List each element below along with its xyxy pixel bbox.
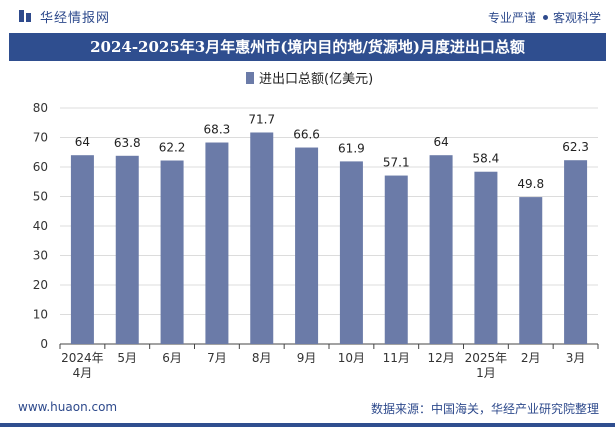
y-tick-label: 50	[33, 190, 48, 204]
x-tick-label: 2024年	[61, 351, 104, 365]
slogan-dot-icon	[542, 15, 548, 20]
y-tick-label: 0	[40, 337, 48, 351]
x-tick-label: 4月	[73, 366, 93, 380]
bar	[70, 155, 94, 344]
bar	[339, 161, 363, 344]
bar	[384, 175, 408, 344]
bar	[429, 155, 453, 344]
legend-label: 进出口总额(亿美元)	[259, 72, 373, 87]
data-label: 61.9	[338, 141, 365, 155]
x-tick-label: 5月	[117, 351, 137, 365]
bar	[474, 171, 498, 344]
x-tick-label: 2025年	[465, 351, 508, 365]
x-tick-label: 7月	[207, 351, 227, 365]
brand-name: 华经情报网	[40, 10, 111, 26]
bar	[115, 155, 139, 344]
legend-swatch	[246, 72, 254, 84]
x-tick-label: 11月	[383, 351, 410, 365]
x-tick-label: 3月	[566, 351, 586, 365]
y-tick-label: 30	[33, 249, 48, 263]
data-label: 64	[433, 135, 448, 149]
x-tick-label: 9月	[297, 351, 317, 365]
bar	[564, 160, 588, 344]
x-tick-label: 2月	[521, 351, 541, 365]
chart-title: 2024-2025年3月年惠州市(境内目的地/货源地)月度进出口总额	[9, 33, 606, 61]
data-label: 63.8	[114, 136, 141, 150]
x-tick-label: 1月	[476, 366, 496, 380]
data-label: 57.1	[383, 156, 410, 170]
data-label: 58.4	[473, 152, 500, 166]
y-tick-label: 20	[33, 278, 48, 292]
x-tick-label: 6月	[162, 351, 182, 365]
slogan-right: 客观科学	[552, 11, 601, 25]
data-label: 68.3	[204, 123, 231, 137]
brand-logo-icon	[19, 10, 31, 22]
x-tick-label: 8月	[252, 351, 272, 365]
bar	[205, 142, 229, 344]
bar	[160, 160, 184, 344]
data-label: 71.7	[248, 112, 275, 126]
top-bar: 华经情报网 专业严谨 客观科学	[0, 0, 615, 32]
slogan: 专业严谨 客观科学	[488, 9, 601, 26]
bottom-line	[0, 423, 615, 427]
bar	[295, 147, 319, 344]
y-tick-label: 70	[33, 131, 48, 145]
brand: 华经情报网	[18, 7, 111, 26]
data-label: 49.8	[517, 177, 544, 191]
data-label: 62.3	[562, 140, 589, 154]
slogan-left: 专业严谨	[487, 11, 536, 25]
x-tick-label: 12月	[427, 351, 454, 365]
y-tick-label: 10	[33, 308, 48, 322]
y-tick-label: 80	[33, 101, 48, 115]
y-tick-label: 60	[33, 160, 48, 174]
footer-source: 数据来源：中国海关，华经产业研究院整理	[370, 402, 599, 416]
data-label: 64	[75, 135, 90, 149]
x-tick-label: 10月	[338, 351, 365, 365]
bar	[519, 197, 543, 344]
data-label: 62.2	[159, 141, 186, 155]
bar	[250, 132, 274, 344]
footer-website: www.huaon.com	[18, 400, 118, 414]
data-label: 66.6	[293, 128, 320, 142]
y-tick-label: 40	[33, 219, 48, 233]
